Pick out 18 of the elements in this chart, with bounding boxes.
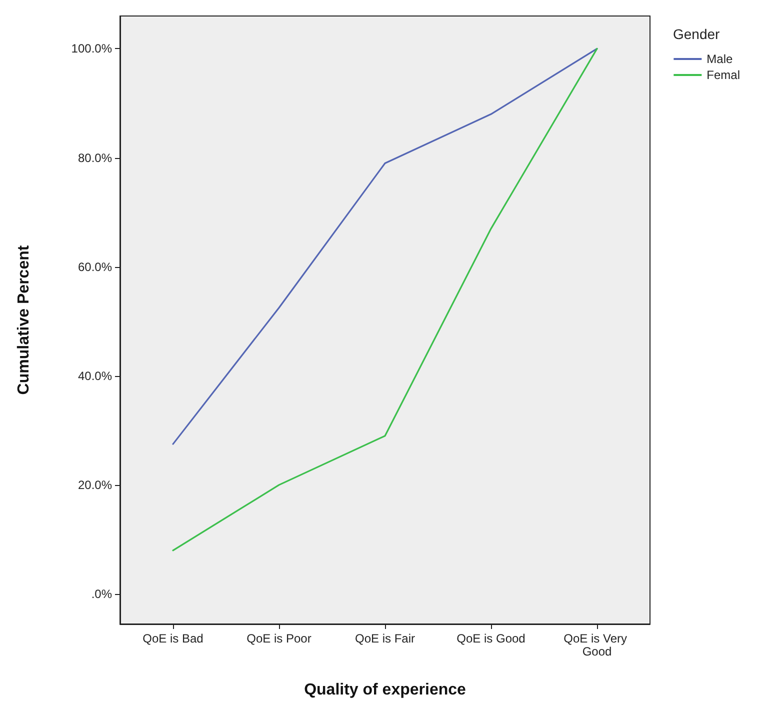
x-tick-label: QoE is Very Good [564,632,630,658]
y-tick-label: 80.0% [78,150,112,165]
x-tick-label: QoE is Fair [354,632,416,646]
x-axis-title: Quality of experience [304,682,466,698]
legend-title: Gender [673,26,720,42]
legend-label: Male [706,52,733,66]
x-tick-label: QoE is Bad [142,632,204,646]
line-series [172,48,598,445]
line-series [172,48,598,552]
y-tick-label: 60.0% [78,260,112,274]
y-tick-label: .0% [91,587,112,602]
y-tick-label: 100.0% [71,42,112,56]
y-axis-title: Cumulative Percent [16,244,32,395]
x-tick-label: QoE is Poor [246,632,312,646]
y-tick-label: 40.0% [78,368,112,383]
y-tick-label: 20.0% [78,478,112,492]
x-tick-label: QoE is Good [456,632,526,646]
legend-label: Femal [706,68,740,82]
